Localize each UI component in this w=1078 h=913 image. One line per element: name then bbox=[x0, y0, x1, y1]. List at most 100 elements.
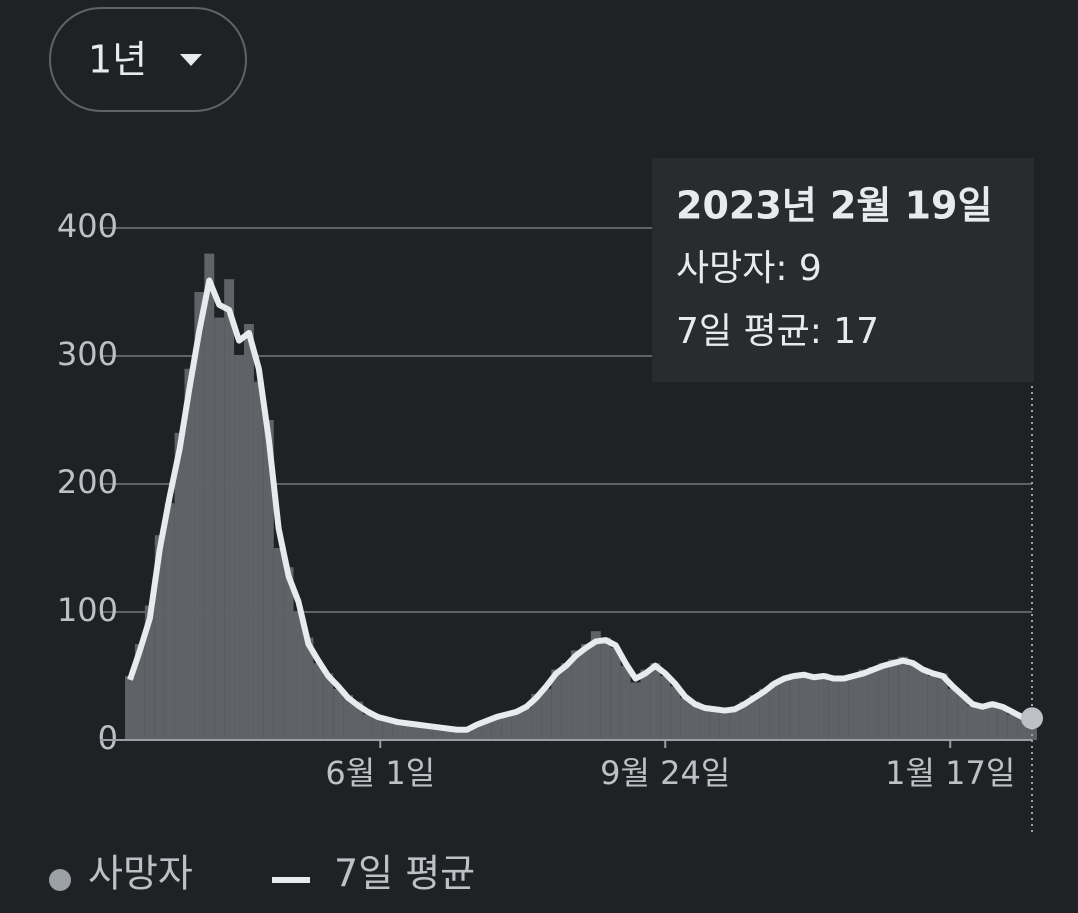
bar bbox=[650, 663, 661, 740]
bar bbox=[729, 708, 740, 740]
bar bbox=[1017, 715, 1028, 740]
bar bbox=[838, 676, 849, 740]
bar bbox=[779, 679, 790, 740]
y-tick-label: 200 bbox=[57, 463, 118, 501]
y-tick-label: 0 bbox=[98, 719, 118, 757]
bar bbox=[263, 420, 274, 740]
tooltip bbox=[652, 158, 1034, 382]
y-tick-label: 400 bbox=[57, 207, 118, 245]
bar bbox=[194, 292, 205, 740]
bar bbox=[442, 728, 453, 740]
tooltip-line: 사망자: 9 bbox=[676, 248, 822, 289]
bar bbox=[908, 665, 919, 740]
bar bbox=[432, 725, 443, 740]
tooltip-title: 2023년 2월 19일 bbox=[676, 184, 992, 228]
bar bbox=[551, 669, 562, 740]
average-line bbox=[127, 277, 1033, 733]
range-label[interactable]: 1년 bbox=[88, 38, 147, 82]
bar bbox=[620, 665, 631, 740]
bar bbox=[957, 693, 968, 740]
legend-swatch bbox=[49, 869, 71, 891]
bar bbox=[888, 659, 899, 740]
bar bbox=[481, 722, 492, 740]
bar bbox=[610, 647, 621, 740]
bar bbox=[690, 701, 700, 740]
bar bbox=[372, 716, 383, 740]
bar bbox=[511, 710, 522, 740]
bar bbox=[670, 686, 681, 740]
dropdown-arrow bbox=[180, 54, 202, 66]
bar bbox=[402, 724, 413, 740]
bar bbox=[521, 708, 532, 740]
bar bbox=[571, 650, 581, 740]
bar bbox=[699, 709, 710, 740]
bar bbox=[581, 644, 591, 740]
tooltip-line: 7일 평균: 17 bbox=[676, 311, 879, 352]
bar bbox=[253, 381, 264, 740]
bar bbox=[680, 697, 691, 740]
bar bbox=[927, 676, 938, 740]
x-tick-label: 9월 24일 bbox=[600, 754, 730, 792]
bar bbox=[868, 667, 879, 740]
bar bbox=[630, 682, 641, 740]
bar bbox=[600, 637, 611, 740]
range-dropdown[interactable] bbox=[49, 7, 247, 112]
bar bbox=[224, 279, 235, 740]
bar bbox=[243, 324, 254, 740]
bar bbox=[660, 676, 671, 740]
bar bbox=[561, 663, 572, 740]
bar bbox=[640, 669, 651, 740]
bar bbox=[323, 673, 334, 740]
bar bbox=[154, 535, 165, 740]
bar bbox=[1007, 714, 1018, 740]
bar bbox=[977, 704, 988, 740]
bar bbox=[353, 701, 363, 740]
bar bbox=[947, 688, 958, 740]
bar bbox=[491, 715, 502, 740]
bar bbox=[997, 708, 1008, 740]
bar bbox=[878, 663, 889, 740]
bar bbox=[799, 676, 809, 740]
bar bbox=[759, 688, 770, 740]
bar bbox=[164, 503, 175, 740]
bar bbox=[541, 688, 552, 740]
bar bbox=[362, 714, 373, 740]
bar bbox=[769, 682, 780, 740]
bar bbox=[462, 731, 472, 740]
bar bbox=[590, 631, 601, 740]
bar bbox=[125, 676, 135, 740]
bar bbox=[739, 701, 750, 740]
bar bbox=[293, 612, 304, 740]
bar bbox=[452, 729, 463, 740]
bar bbox=[204, 253, 215, 740]
legend-label: 7일 평균 bbox=[334, 852, 475, 896]
bar bbox=[234, 356, 244, 740]
x-tick-label: 6월 1일 bbox=[325, 754, 435, 792]
bar bbox=[709, 706, 720, 740]
bar bbox=[134, 644, 145, 740]
bar bbox=[184, 368, 195, 740]
y-tick-label: 100 bbox=[57, 591, 118, 629]
bar bbox=[531, 693, 542, 740]
bar bbox=[808, 678, 819, 740]
bar bbox=[987, 701, 998, 740]
bar bbox=[719, 711, 730, 740]
bar bbox=[174, 432, 185, 740]
hover-dot bbox=[1021, 707, 1043, 730]
legend-label: 사망자 bbox=[88, 852, 193, 896]
bar bbox=[898, 656, 909, 740]
bar bbox=[789, 673, 800, 740]
bar bbox=[848, 677, 859, 740]
bar bbox=[967, 705, 978, 740]
bar bbox=[313, 663, 324, 740]
bar bbox=[749, 695, 760, 740]
bar bbox=[303, 637, 314, 740]
bar bbox=[937, 673, 948, 740]
bar bbox=[273, 548, 284, 740]
bar bbox=[392, 720, 403, 740]
bar bbox=[412, 723, 423, 740]
bar bbox=[422, 727, 433, 740]
bar bbox=[918, 669, 928, 740]
